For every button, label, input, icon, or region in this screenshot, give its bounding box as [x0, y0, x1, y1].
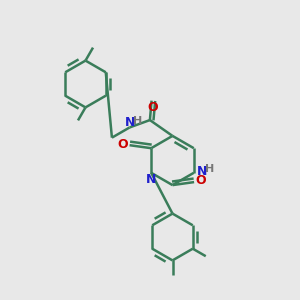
Text: N: N [197, 165, 207, 178]
Text: H: H [134, 116, 142, 126]
Text: O: O [118, 137, 128, 151]
Text: O: O [148, 101, 158, 114]
Text: O: O [195, 174, 206, 188]
Text: N: N [146, 173, 156, 186]
Text: N: N [125, 116, 135, 129]
Text: H: H [205, 164, 214, 174]
